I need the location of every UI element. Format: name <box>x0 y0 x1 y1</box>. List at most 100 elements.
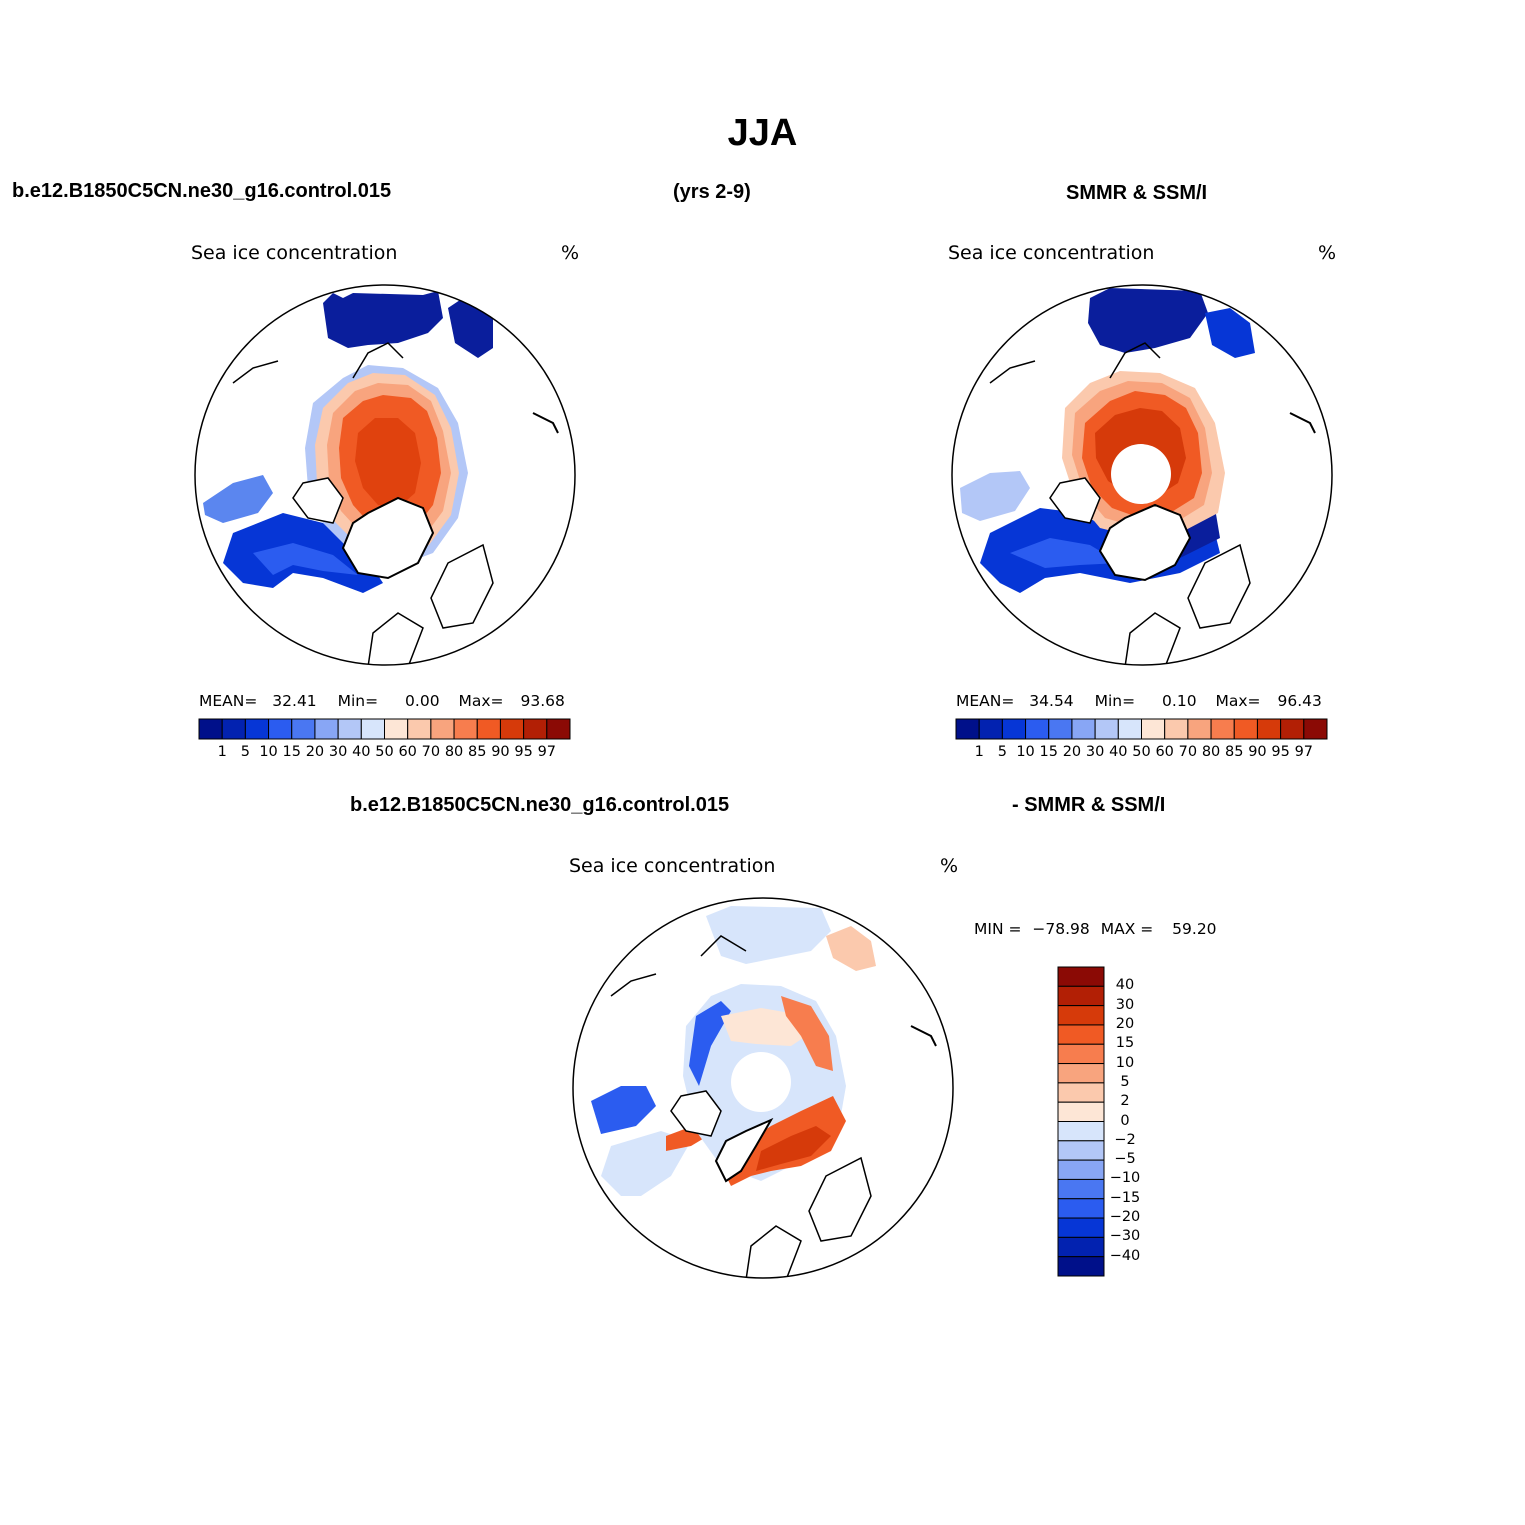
model-colorbar-tick-label: 90 <box>491 744 510 760</box>
obs-ice-low-north <box>1088 288 1208 353</box>
model-colorbar-tick-label: 97 <box>537 744 557 760</box>
diff-colorbar-box <box>1057 1063 1105 1084</box>
model-colorbar-box <box>198 718 223 740</box>
diff-colorbar-tick-label: 40 <box>1115 977 1135 994</box>
model-greenland <box>341 496 435 580</box>
model-stats: MEAN= 32.41 Min= 0.00 Max= 93.68 <box>199 692 565 710</box>
obs-colorbar-tick-label: 70 <box>1178 744 1198 760</box>
model-min-label: Min= <box>337 692 379 710</box>
diff-north-atlantic <box>706 906 831 964</box>
model-colorbar-box <box>360 718 385 740</box>
model-colorbar-tick-label: 20 <box>305 744 325 760</box>
model-colorbar-box <box>337 718 362 740</box>
obs-max-label: Max= <box>1215 692 1261 710</box>
obs-max-value: 96.43 <box>1277 692 1322 710</box>
diff-colorbar-box <box>1057 1043 1105 1065</box>
obs-colorbar-box <box>1256 718 1282 740</box>
model-max-value: 93.68 <box>520 692 565 710</box>
obs-colorbar-box <box>1025 718 1050 740</box>
model-colorbar-tick-label: 95 <box>514 744 533 760</box>
diff-colorbar-tick-label: −10 <box>1109 1170 1141 1187</box>
obs-colorbar-tick-label: 90 <box>1248 744 1267 760</box>
model-units-label: % <box>561 242 580 264</box>
obs-colorbar-tick-label: 80 <box>1201 744 1221 760</box>
diff-colorbar-box <box>1057 1217 1105 1238</box>
obs-variable-label: Sea ice concentration <box>948 242 1155 264</box>
model-colorbar-labels: 1 5 10 15 20 30 40 50 60 70 80 85 90 95 97 <box>199 744 570 764</box>
diff-colorbar-box <box>1057 1178 1105 1200</box>
model-colorbar-box <box>499 718 525 740</box>
diff-colorbar-tick-label: −15 <box>1109 1189 1141 1206</box>
years-header: (yrs 2-9) <box>673 181 751 203</box>
model-colorbar-box <box>314 718 339 740</box>
diff-colorbar-box <box>1057 1101 1105 1123</box>
obs-colorbar-tick-label: 5 <box>997 744 1007 760</box>
model-colorbar-tick-label: 85 <box>468 744 487 760</box>
obs-colorbar-box <box>1141 718 1166 740</box>
diff-colorbar-tick-label: 10 <box>1115 1054 1135 1071</box>
obs-colorbar-tick-label: 15 <box>1039 744 1058 760</box>
model-colorbar-tick-label: 70 <box>421 744 441 760</box>
model-colorbar-box <box>523 718 548 740</box>
obs-min-label: Min= <box>1094 692 1136 710</box>
model-colorbar <box>198 718 571 740</box>
model-colorbar-box <box>453 718 478 740</box>
diff-colorbar-labels: 40 30 20 15 10 5 2 0 −2 −5 −10 −15 −20 −30 −40 <box>1106 967 1166 1276</box>
diff-pole-hole <box>731 1052 791 1112</box>
model-colorbar-tick-label: 30 <box>328 744 348 760</box>
obs-colorbar-tick-label: 95 <box>1271 744 1290 760</box>
obs-pole-hole <box>1111 444 1171 504</box>
obs-colorbar-tick-label: 97 <box>1294 744 1314 760</box>
model-colorbar-box <box>384 718 409 740</box>
diff-colorbar-tick-label: 20 <box>1115 1015 1135 1032</box>
diff-colorbar-box <box>1057 985 1105 1007</box>
obs-colorbar-box <box>1001 718 1027 740</box>
obs-colorbar-box <box>1187 718 1212 740</box>
diff-obs-header: - SMMR & SSM/I <box>1012 794 1166 816</box>
model-colorbar-tick-label: 50 <box>375 744 394 760</box>
diff-colorbar-tick-label: −2 <box>1114 1131 1136 1148</box>
difference-map <box>572 897 954 1279</box>
obs-colorbar-tick-label: 40 <box>1109 744 1128 760</box>
model-ice-low-west <box>203 475 273 523</box>
model-colorbar-box <box>430 718 455 740</box>
diff-colorbar-tick-label: 0 <box>1120 1112 1130 1129</box>
model-mean-value: 32.41 <box>272 692 317 710</box>
diff-case-header: b.e12.B1850C5CN.ne30_g16.control.015 <box>350 794 730 816</box>
obs-stats: MEAN= 34.54 Min= 0.10 Max= 96.43 <box>956 692 1322 710</box>
diff-colorbar-box <box>1057 1256 1105 1277</box>
obs-greenland <box>1098 503 1192 582</box>
diff-stats: MIN = −78.98 MAX = 59.20 <box>974 920 1217 938</box>
diff-greenland <box>714 1117 774 1183</box>
diff-colorbar <box>1057 966 1105 1277</box>
model-colorbar-box <box>546 718 571 740</box>
obs-colorbar-box <box>1280 718 1305 740</box>
diff-colorbar-tick-label: 30 <box>1115 996 1135 1013</box>
obs-colorbar-box <box>1048 718 1073 740</box>
diff-colorbar-box <box>1057 1198 1105 1219</box>
diff-colorbar-box <box>1057 1005 1105 1026</box>
obs-min-value: 0.10 <box>1162 692 1197 710</box>
model-colorbar-box <box>268 718 293 740</box>
obs-colorbar-tick-label: 10 <box>1016 744 1035 760</box>
diff-units-label: % <box>940 855 959 877</box>
diff-colorbar-tick-label: −20 <box>1109 1209 1141 1226</box>
diff-colorbar-tick-label: 5 <box>1120 1073 1130 1090</box>
model-colorbar-box <box>407 718 432 740</box>
obs-colorbar-box <box>1233 718 1258 740</box>
obs-colorbar <box>955 718 1328 740</box>
diff-max-value: 59.20 <box>1172 920 1217 938</box>
obs-colorbar-tick-label: 50 <box>1132 744 1151 760</box>
obs-units-label: % <box>1318 242 1337 264</box>
obs-colorbar-box <box>955 718 980 740</box>
model-colorbar-tick-label: 40 <box>352 744 371 760</box>
diff-colorbar-box <box>1057 1024 1105 1045</box>
model-max-label: Max= <box>458 692 504 710</box>
obs-colorbar-box <box>1117 718 1142 740</box>
model-colorbar-box <box>244 718 270 740</box>
diff-colorbar-box <box>1057 966 1105 987</box>
diff-colorbar-box <box>1057 1082 1105 1103</box>
obs-colorbar-box <box>1071 718 1096 740</box>
obs-colorbar-tick-label: 85 <box>1225 744 1244 760</box>
diff-variable-label: Sea ice concentration <box>569 855 776 877</box>
